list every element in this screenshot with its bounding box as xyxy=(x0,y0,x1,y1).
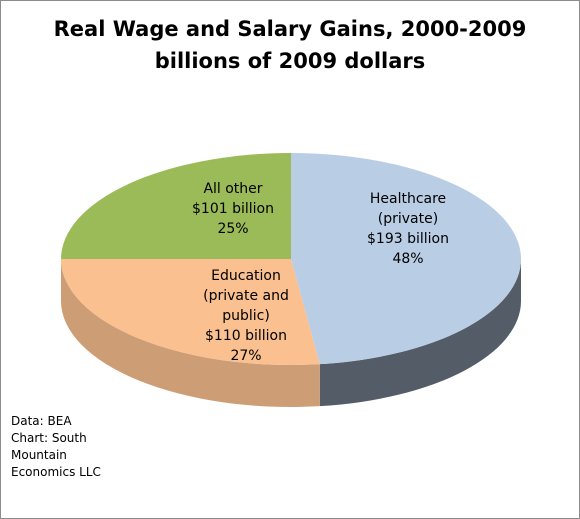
category-label: Healthcare (private) xyxy=(369,191,447,227)
amount-label: $193 billion xyxy=(367,231,449,247)
slice-side xyxy=(319,259,521,407)
slice-label: Healthcare (private) $193 billion 48% xyxy=(353,189,463,269)
slice xyxy=(61,259,320,365)
slice-label: Education (private and public) $110 bill… xyxy=(191,266,301,366)
value-label: 27% xyxy=(230,348,262,364)
chart-subtitle: billions of 2009 dollars xyxy=(154,49,426,73)
slice-label: All other $101 billion 25% xyxy=(178,179,288,239)
source-line: Data: BEA xyxy=(11,414,72,428)
amount-label: $101 billion xyxy=(192,201,274,217)
source-note: Data: BEA Chart: South Mountain Economic… xyxy=(11,413,103,481)
category-label: All other xyxy=(203,181,263,197)
slice xyxy=(61,153,291,259)
amount-label: $110 billion xyxy=(205,328,287,344)
source-line: Chart: South Mountain Economics LLC xyxy=(11,431,101,479)
slice-side xyxy=(61,259,320,407)
slice xyxy=(291,153,521,365)
category-label: Education (private and public) xyxy=(203,268,289,324)
value-label: 25% xyxy=(217,221,249,237)
value-label: 48% xyxy=(392,251,424,267)
chart-title: Real Wage and Salary Gains, 2000-2009 xyxy=(53,17,527,41)
